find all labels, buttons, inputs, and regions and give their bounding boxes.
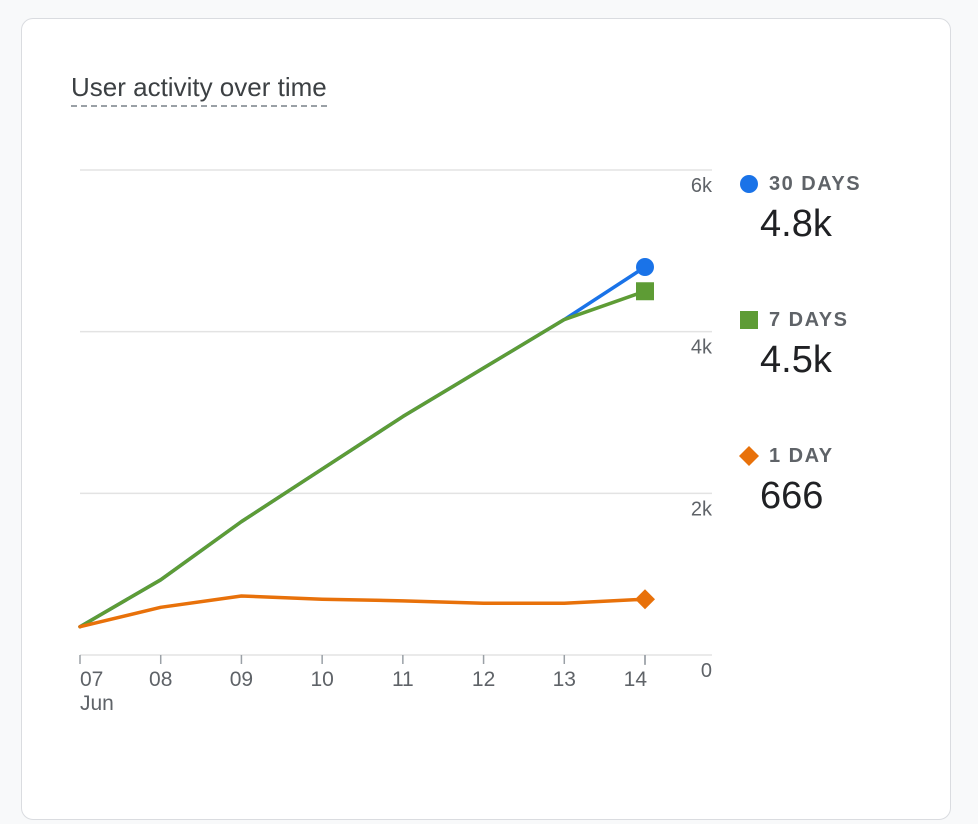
x-tick-label: 10	[310, 668, 333, 691]
x-tick-label: 09	[230, 668, 253, 691]
x-tick-label: 14	[624, 668, 648, 691]
y-tick-label: 4k	[691, 337, 713, 359]
end-marker-1-day[interactable]	[635, 589, 655, 610]
x-tick-label: 12	[472, 668, 495, 691]
series-line-1-day[interactable]	[78, 594, 647, 629]
end-marker-7-days[interactable]	[636, 282, 654, 301]
y-tick-label: 2k	[691, 498, 713, 520]
legend-square-marker	[740, 311, 758, 329]
x-sublabel-month: Jun	[80, 692, 114, 715]
x-tick-label: 07	[80, 668, 103, 691]
card-title[interactable]: User activity over time	[71, 72, 327, 107]
legend-label: 7 DAYS	[769, 308, 849, 331]
legend-value: 4.5k	[760, 339, 832, 381]
legend-label: 1 DAY	[769, 444, 834, 467]
legend-diamond-marker	[739, 446, 759, 466]
legend-label: 30 DAYS	[769, 172, 862, 195]
end-marker-30-days[interactable]	[636, 258, 654, 276]
legend-item-30-days[interactable]: 30 DAYS 4.8k	[739, 170, 909, 270]
series-line-7-days[interactable]	[78, 289, 647, 629]
y-tick-label: 6k	[691, 175, 713, 197]
x-tick-label: 11	[392, 668, 414, 691]
legend-value: 666	[760, 475, 824, 517]
legend-item-7-days[interactable]: 7 DAYS 4.5k	[739, 306, 909, 406]
y-tick-label: 0	[701, 660, 712, 682]
legend-item-1-day[interactable]: 1 DAY 666	[739, 442, 909, 542]
x-tick-label: 08	[149, 668, 172, 691]
x-tick-label: 13	[553, 668, 576, 691]
user-activity-card: User activity over time	[21, 18, 951, 820]
legend-circle-marker	[740, 175, 758, 193]
legend-value: 4.8k	[760, 203, 832, 245]
